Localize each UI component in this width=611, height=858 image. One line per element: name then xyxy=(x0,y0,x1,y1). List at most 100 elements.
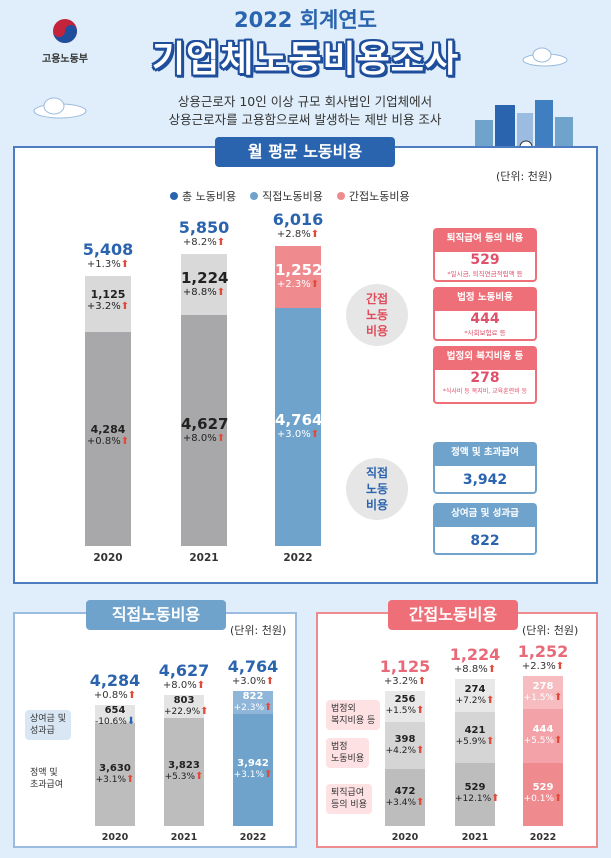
up-arrow-icon: ⬆ xyxy=(491,793,500,805)
segment-change: +8.0%⬆ xyxy=(181,433,227,444)
segment-value: 472 xyxy=(394,785,416,797)
up-arrow-icon: ⬆ xyxy=(195,770,204,782)
total-value: 5,850 xyxy=(178,218,230,238)
bar-segment-2022-0: 3,942 +3.1%⬆ xyxy=(233,714,273,826)
total-2022: 4,764 +3.0%⬆ xyxy=(219,657,287,687)
bar-segment-direct: 4,764 +3.0%⬆ xyxy=(275,308,322,546)
side-label-retirement: 퇴직급여 등의 비용 xyxy=(326,784,372,814)
bar-segment-direct: 4,284 +0.8%⬆ xyxy=(85,332,131,546)
change-text: +22.9% xyxy=(164,706,201,717)
total-change: +2.3%⬆ xyxy=(509,661,577,672)
x-label-2021: 2021 xyxy=(189,552,219,564)
segment-value: 654 xyxy=(104,704,126,716)
up-arrow-icon: ⬆ xyxy=(486,736,495,748)
total-value: 4,764 xyxy=(227,657,279,676)
x-label-2020: 2020 xyxy=(391,832,419,843)
up-arrow-icon: ⬆ xyxy=(216,237,226,249)
change-text: +3.2% xyxy=(383,676,418,688)
up-arrow-icon: ⬆ xyxy=(120,259,130,271)
change-text: +0.8% xyxy=(86,436,121,448)
segment-change: +5.5%⬆ xyxy=(523,735,563,746)
description-line-1: 상용근로자 10인 이상 규모 회사법인 기업체에서 xyxy=(177,94,433,109)
change-text: +8.2% xyxy=(182,237,217,249)
bar-segment-2021-0: 529 +12.1%⬆ xyxy=(455,762,500,826)
segment-change: +3.1%⬆ xyxy=(95,774,135,785)
up-arrow-icon: ⬆ xyxy=(200,705,209,717)
segment-value: 398 xyxy=(394,733,416,745)
up-arrow-icon: ⬆ xyxy=(554,735,563,747)
bar-segment-2022-1: 822 +2.3%⬆ xyxy=(233,691,273,715)
bar-segment-2021-1: 803 +22.9%⬆ xyxy=(164,694,209,718)
up-arrow-icon: ⬆ xyxy=(120,436,130,448)
side-label-welfare: 법정외 복지비용 등 xyxy=(326,700,381,730)
segment-value: 4,284 xyxy=(90,423,126,437)
up-arrow-icon: ⬆ xyxy=(264,769,273,781)
bar-segment-2022-1: 444 +5.5%⬆ xyxy=(523,709,563,763)
bar-2020: 1,125 +3.2%⬆ 4,284 +0.8%⬆ xyxy=(85,276,131,546)
segment-change: -10.6%⬇ xyxy=(95,716,135,727)
segment-change: +0.1%⬆ xyxy=(523,793,563,804)
legend-total: 총 노동비용 xyxy=(170,188,236,204)
change-text: +0.8% xyxy=(93,689,128,701)
total-value: 1,224 xyxy=(449,645,501,665)
down-arrow-icon: ⬇ xyxy=(126,715,136,727)
x-label-2022: 2022 xyxy=(529,832,557,843)
cloud-icon xyxy=(33,97,87,119)
segment-change: +22.9%⬆ xyxy=(164,706,209,717)
segment-value: 1,224 xyxy=(181,268,229,287)
description-line-2: 상용근로자를 고용함으로써 발생하는 제반 비용 조사 xyxy=(168,112,442,127)
direct-unit: (단위: 천원) xyxy=(230,624,287,637)
change-text: +12.1% xyxy=(455,794,492,805)
segment-value: 421 xyxy=(464,725,486,737)
total-change: +0.8%⬆ xyxy=(81,690,149,701)
change-text: -10.6% xyxy=(95,716,127,727)
up-arrow-icon: ⬆ xyxy=(265,676,275,687)
total-value: 1,252 xyxy=(517,642,569,662)
card-legal: 법정 노동비용 444 *사회보험료 등 xyxy=(433,287,537,341)
change-text: +2.3% xyxy=(233,703,264,713)
change-text: +1.5% xyxy=(385,706,416,717)
total-2021: 5,850 +8.2%⬆ xyxy=(169,218,239,248)
change-text: +8.8% xyxy=(453,664,488,676)
bar-2021: 1,224 +8.8%⬆ 4,627 +8.0%⬆ xyxy=(181,254,229,546)
bubble-indirect: 간접 노동 비용 xyxy=(346,284,408,346)
segment-value: 3,823 xyxy=(168,759,200,771)
bar-segment-indirect: 1,252 +2.3%⬆ xyxy=(275,246,322,309)
ministry-logo-block: 고용노동부 xyxy=(30,18,100,65)
total-change: +8.0%⬆ xyxy=(150,680,218,691)
change-text: +7.2% xyxy=(455,695,486,706)
segment-change: +3.0%⬆ xyxy=(275,429,321,440)
segment-change: +7.2%⬆ xyxy=(455,695,495,706)
segment-change: +2.3%⬆ xyxy=(275,279,321,290)
up-arrow-icon: ⬆ xyxy=(487,664,497,676)
total-2021: 1,224 +8.8%⬆ xyxy=(441,645,509,675)
change-text: +2.3% xyxy=(276,279,311,291)
bar-segment-2022-2: 278 +1.5%⬆ xyxy=(523,676,563,710)
bar-segment-direct: 4,627 +8.0%⬆ xyxy=(181,315,228,546)
change-text: +3.1% xyxy=(233,770,264,781)
bar-segment-2020-1: 654 -10.6%⬇ xyxy=(95,704,135,727)
bar-segment-2021-1: 421 +5.9%⬆ xyxy=(455,712,495,763)
total-2022: 1,252 +2.3%⬆ xyxy=(509,642,577,672)
side-label-regular: 정액 및 초과급여 xyxy=(25,764,69,794)
up-arrow-icon: ⬆ xyxy=(310,279,320,291)
segment-change: +4.2%⬆ xyxy=(385,745,425,756)
total-value: 4,284 xyxy=(89,670,141,690)
up-arrow-icon: ⬆ xyxy=(310,229,320,240)
segment-value: 278 xyxy=(532,680,554,692)
x-label-2021: 2021 xyxy=(461,832,489,843)
bar-2022: 1,252 +2.3%⬆ 4,764 +3.0%⬆ xyxy=(275,246,322,546)
bar-segment-2021-0: 3,823 +5.3%⬆ xyxy=(164,717,204,826)
up-arrow-icon: ⬆ xyxy=(216,286,226,298)
segment-change: +3.1%⬆ xyxy=(233,769,273,780)
segment-change: +1.5%⬆ xyxy=(523,692,563,703)
segment-value: 3,942 xyxy=(237,758,269,770)
bar-segment-2020-0: 472 +3.4%⬆ xyxy=(385,769,425,826)
segment-change: +0.8%⬆ xyxy=(85,436,131,447)
card-bonus: 상여금 및 성과급 822 xyxy=(433,503,537,555)
segment-value: 3,630 xyxy=(99,762,131,774)
x-label-2022: 2022 xyxy=(283,552,313,564)
segment-value: 1,125 xyxy=(90,288,126,302)
side-label-bonus: 상여금 및 성과급 xyxy=(25,710,71,740)
change-text: +5.5% xyxy=(523,736,554,747)
